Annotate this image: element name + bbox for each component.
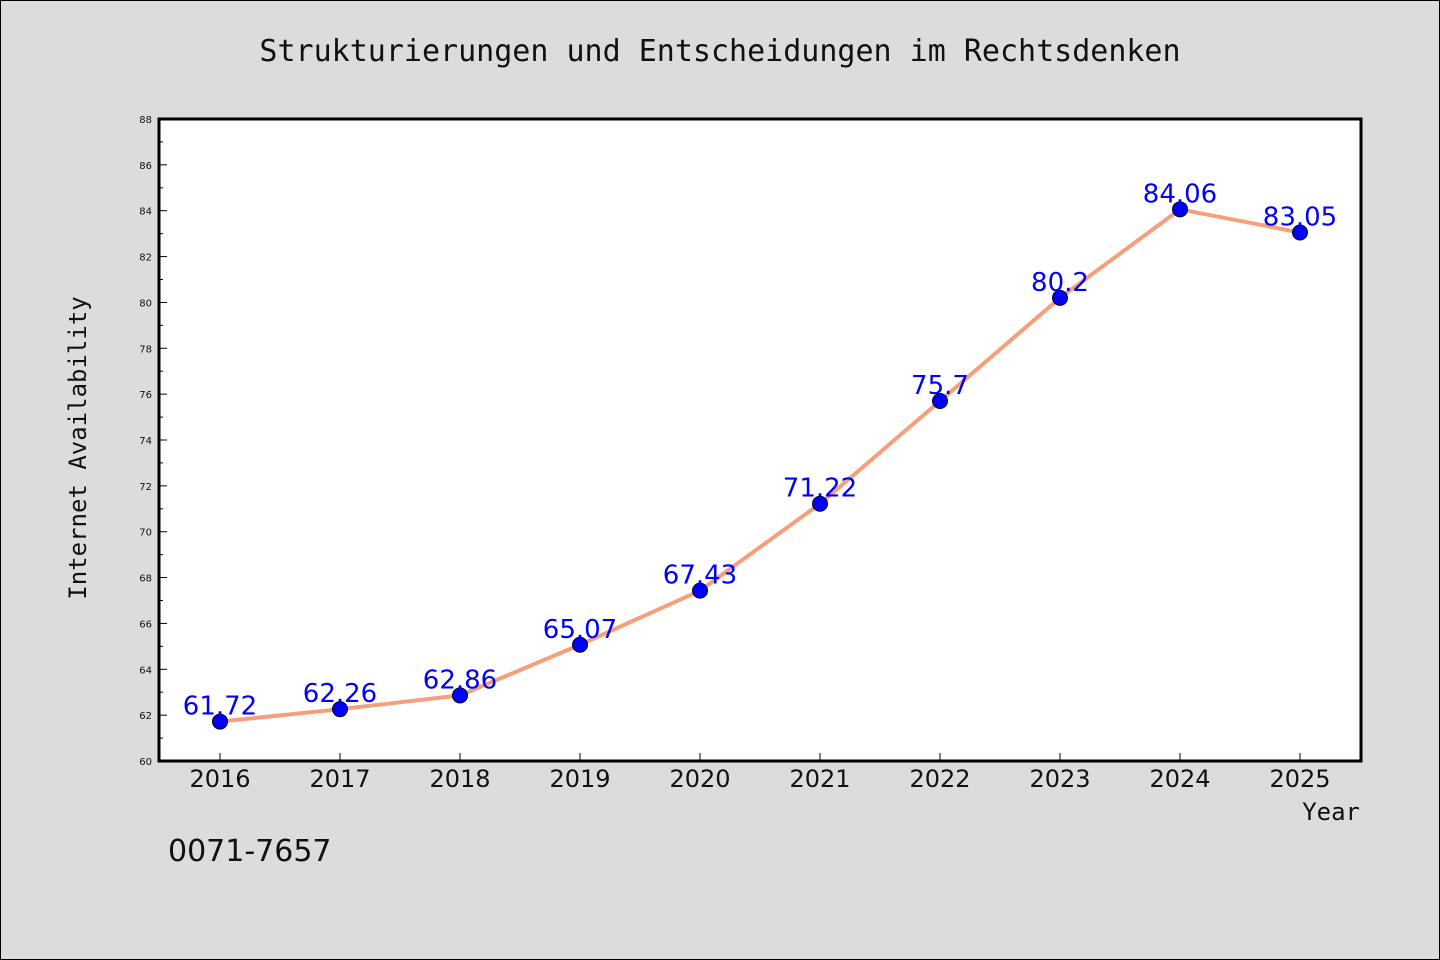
data-point — [212, 713, 228, 730]
x-tick-label: 2025 — [1269, 765, 1330, 793]
data-label: 83.05 — [1263, 202, 1337, 232]
y-tick-label: 64 — [139, 665, 152, 676]
y-tick-label: 82 — [139, 253, 152, 264]
y-tick-label: 68 — [139, 574, 152, 585]
y-tick-label: 86 — [139, 161, 152, 172]
data-label: 80.2 — [1031, 268, 1089, 298]
data-label: 75.7 — [911, 371, 969, 401]
data-point — [692, 582, 708, 599]
x-tick-label: 2018 — [429, 765, 490, 793]
y-tick-label: 62 — [139, 711, 152, 722]
data-point — [572, 636, 588, 653]
data-label: 65.07 — [543, 615, 617, 645]
chart-title: Strukturierungen und Entscheidungen im R… — [259, 34, 1181, 69]
x-tick-label: 2021 — [789, 765, 850, 793]
x-axis-label: Year — [1302, 798, 1360, 826]
data-label: 62.86 — [423, 665, 497, 695]
data-label: 71.22 — [783, 474, 857, 504]
figure-code: 0071-7657 — [168, 834, 332, 869]
y-tick-label: 70 — [139, 528, 152, 539]
data-point — [452, 687, 468, 704]
series-line — [218, 207, 1302, 724]
y-tick-label: 74 — [139, 436, 152, 447]
data-label: 67.43 — [663, 561, 737, 591]
y-tick-label: 78 — [139, 344, 152, 355]
data-point — [1172, 201, 1188, 218]
x-tick-label: 2016 — [189, 765, 250, 793]
plot-border — [157, 117, 1363, 763]
data-point — [812, 495, 828, 512]
y-tick-label: 84 — [139, 207, 152, 218]
y-tick-label: 60 — [139, 757, 152, 768]
y-tick-label: 80 — [139, 298, 152, 309]
y-tick-label: 72 — [139, 482, 152, 493]
data-label: 84.06 — [1143, 179, 1217, 209]
y-tick-label: 66 — [139, 619, 152, 630]
x-tick-label: 2020 — [669, 765, 730, 793]
data-label: 62.26 — [303, 679, 377, 709]
y-tick-label: 76 — [139, 390, 152, 401]
data-point — [1292, 224, 1308, 241]
x-tick-label: 2019 — [549, 765, 610, 793]
data-point — [932, 393, 948, 410]
x-tick-label: 2024 — [1149, 765, 1210, 793]
x-tick-label: 2023 — [1029, 765, 1090, 793]
y-tick-label: 88 — [139, 115, 152, 126]
data-point — [332, 701, 348, 718]
x-tick-label: 2017 — [309, 765, 370, 793]
x-tick-label: 2022 — [909, 765, 970, 793]
data-point — [1052, 289, 1068, 306]
data-label: 61.72 — [183, 692, 257, 722]
